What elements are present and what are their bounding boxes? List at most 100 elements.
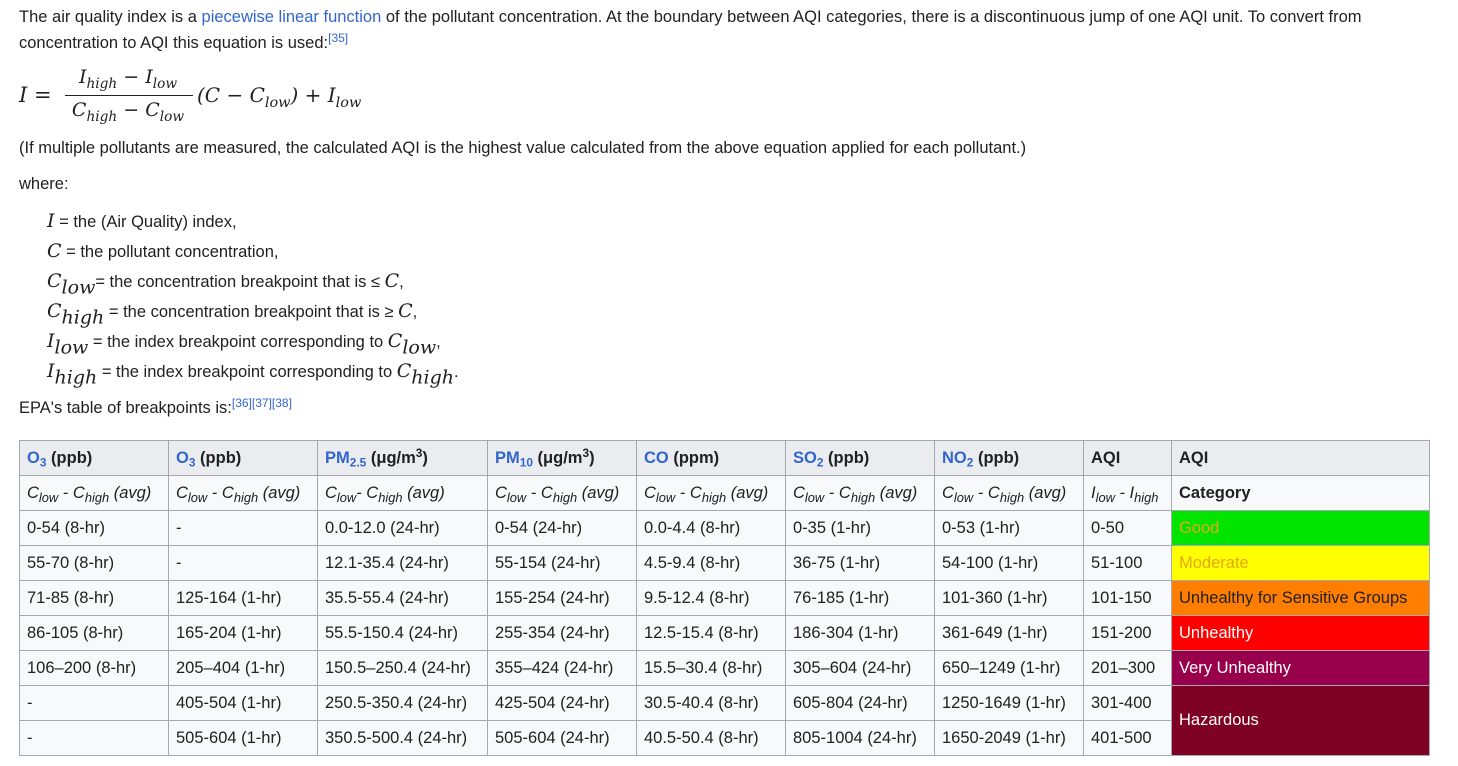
table-cell: 15.5–30.4 (8-hr) bbox=[636, 650, 786, 686]
intro-text: The air quality index is a bbox=[19, 8, 202, 26]
header-pm10: PM10 (μg/m3) bbox=[487, 440, 637, 476]
header-so2: SO2 (ppb) bbox=[785, 440, 935, 476]
citations-36-38[interactable]: [36][37][38] bbox=[231, 396, 292, 410]
intro-text-2: concentration to AQI this equation is us… bbox=[19, 34, 329, 52]
table-cell: 151-200 bbox=[1083, 615, 1172, 651]
definition-item: Ihigh = the index breakpoint correspondi… bbox=[47, 360, 459, 389]
definition-list: I = the (Air Quality) index, C = the pol… bbox=[47, 207, 459, 387]
table-cell: 35.5-55.4 (24-hr) bbox=[317, 580, 488, 616]
intro-line-2: concentration to AQI this equation is us… bbox=[19, 31, 348, 55]
table-body: 0-54 (8-hr) -0.0-12.0 (24-hr) 0-54 (24-hr)… bbox=[19, 510, 1430, 756]
table-cell: 55.5-150.4 (24-hr) bbox=[317, 615, 488, 651]
category-cell-moderate: Moderate bbox=[1171, 545, 1430, 581]
category-cell-unhealthy: Unhealthy bbox=[1171, 615, 1430, 651]
table-cell: 805-1004 (24-hr) bbox=[785, 720, 935, 756]
formula-denominator: Chigh − Clow bbox=[71, 99, 185, 125]
table-cell: - bbox=[168, 545, 318, 581]
table-cell: 305–604 (24-hr) bbox=[785, 650, 935, 686]
table-cell: 0.0-4.4 (8-hr) bbox=[636, 510, 786, 546]
header-o3-1hr: O3 (ppb) bbox=[168, 440, 318, 476]
formula-numerator: Ihigh − Ilow bbox=[78, 66, 178, 92]
table-cell: 355–424 (24-hr) bbox=[487, 650, 637, 686]
table-cell: 4.5-9.4 (8-hr) bbox=[636, 545, 786, 581]
subheader-category: Category bbox=[1171, 475, 1430, 511]
table-cell: 71-85 (8-hr) bbox=[19, 580, 169, 616]
table-cell: - bbox=[168, 510, 318, 546]
table-header-row: O3 (ppb) O3 (ppb) PM2.5 (μg/m3) PM10 (μg… bbox=[19, 440, 1430, 476]
header-pm25: PM2.5 (μg/m3) bbox=[317, 440, 488, 476]
subheader-conc: Clow - Chigh (avg) bbox=[785, 475, 935, 511]
definition-item: C = the pollutant concentration, bbox=[47, 240, 279, 262]
citation-35[interactable]: [35] bbox=[328, 31, 349, 45]
subheader-aqi-range: Ilow - Ihigh bbox=[1083, 475, 1172, 511]
header-o3-8hr: O3 (ppb) bbox=[19, 440, 169, 476]
piecewise-linear-function-link[interactable]: piecewise linear function bbox=[201, 8, 382, 26]
definition-item: Ilow = the index breakpoint correspondin… bbox=[47, 330, 441, 359]
subheader-conc: Clow - Chigh (avg) bbox=[934, 475, 1084, 511]
table-row: 86-105 (8-hr) 165-204 (1-hr) 55.5-150.4 (2… bbox=[19, 615, 1430, 651]
definition-item: Chigh = the concentration breakpoint tha… bbox=[47, 300, 418, 329]
table-cell: 165-204 (1-hr) bbox=[168, 615, 318, 651]
table-cell: 125-164 (1-hr) bbox=[168, 580, 318, 616]
table-cell: 150.5–250.4 (24-hr) bbox=[317, 650, 488, 686]
category-cell-good: Good bbox=[1171, 510, 1430, 546]
intro-text-cont: of the pollutant concentration. At the b… bbox=[381, 8, 1362, 26]
table-row: 71-85 (8-hr) 125-164 (1-hr) 35.5-55.4 (24-… bbox=[19, 580, 1430, 616]
table-row: 0-54 (8-hr) -0.0-12.0 (24-hr) 0-54 (24-hr)… bbox=[19, 510, 1430, 546]
table-row: 55-70 (8-hr) -12.1-35.4 (24-hr) 55-154 (24… bbox=[19, 545, 1430, 581]
table-cell: 205–404 (1-hr) bbox=[168, 650, 318, 686]
table-cell: 101-150 bbox=[1083, 580, 1172, 616]
header-co: CO (ppm) bbox=[636, 440, 786, 476]
category-cell-unhealthy-for-sensitive-groups: Unhealthy for Sensitive Groups bbox=[1171, 580, 1430, 616]
table-cell: 605-804 (24-hr) bbox=[785, 685, 935, 721]
table-cell: 255-354 (24-hr) bbox=[487, 615, 637, 651]
table-cell: 55-70 (8-hr) bbox=[19, 545, 169, 581]
table-cell: 1650-2049 (1-hr) bbox=[934, 720, 1084, 756]
category-cell-very-unhealthy: Very Unhealthy bbox=[1171, 650, 1430, 686]
header-aqi-category: AQI bbox=[1171, 440, 1430, 476]
fraction-bar bbox=[65, 95, 193, 96]
table-row: -405-504 (1-hr) 250.5-350.4 (24-hr) 425-50… bbox=[19, 685, 1430, 756]
table-cell: 505-604 (1-hr) bbox=[168, 720, 318, 756]
table-cell: - bbox=[19, 685, 169, 721]
table-cell: 101-360 (1-hr) bbox=[934, 580, 1084, 616]
table-cell: 30.5-40.4 (8-hr) bbox=[636, 685, 786, 721]
table-cell: 201–300 bbox=[1083, 650, 1172, 686]
subheader-conc: Clow - Chigh (avg) bbox=[487, 475, 637, 511]
table-cell: 0-50 bbox=[1083, 510, 1172, 546]
table-cell: 350.5-500.4 (24-hr) bbox=[317, 720, 488, 756]
table-cell: 36-75 (1-hr) bbox=[785, 545, 935, 581]
table-subheader-row: Clow - Chigh (avg) Clow - Chigh (avg) Cl… bbox=[19, 475, 1430, 511]
table-cell: 0-54 (8-hr) bbox=[19, 510, 169, 546]
table-cell: 40.5-50.4 (8-hr) bbox=[636, 720, 786, 756]
intro-line-1: The air quality index is a piecewise lin… bbox=[19, 5, 1362, 29]
table-cell: 12.1-35.4 (24-hr) bbox=[317, 545, 488, 581]
subheader-conc: Clow- Chigh (avg) bbox=[317, 475, 488, 511]
table-cell: - bbox=[19, 720, 169, 756]
table-cell: 0-35 (1-hr) bbox=[785, 510, 935, 546]
table-cell: 51-100 bbox=[1083, 545, 1172, 581]
table-cell: 250.5-350.4 (24-hr) bbox=[317, 685, 488, 721]
table-cell: 650–1249 (1-hr) bbox=[934, 650, 1084, 686]
table-cell: 425-504 (24-hr) bbox=[487, 685, 637, 721]
header-aqi: AQI bbox=[1083, 440, 1172, 476]
table-cell: 301-400 bbox=[1083, 685, 1172, 721]
table-cell: 1250-1649 (1-hr) bbox=[934, 685, 1084, 721]
epa-breakpoints-caption: EPA's table of breakpoints is:[36][37][3… bbox=[19, 396, 292, 417]
table-cell: 9.5-12.4 (8-hr) bbox=[636, 580, 786, 616]
table-cell: 106–200 (8-hr) bbox=[19, 650, 169, 686]
subheader-conc: Clow - Chigh (avg) bbox=[636, 475, 786, 511]
table-cell: 405-504 (1-hr) bbox=[168, 685, 318, 721]
table-cell: 0.0-12.0 (24-hr) bbox=[317, 510, 488, 546]
table-cell: 54-100 (1-hr) bbox=[934, 545, 1084, 581]
table-cell: 55-154 (24-hr) bbox=[487, 545, 637, 581]
aqi-breakpoints-table: O3 (ppb) O3 (ppb) PM2.5 (μg/m3) PM10 (μg… bbox=[19, 440, 1430, 756]
where-label: where: bbox=[19, 175, 69, 193]
table-cell: 76-185 (1-hr) bbox=[785, 580, 935, 616]
table-row: 106–200 (8-hr) 205–404 (1-hr) 150.5–250.4 … bbox=[19, 650, 1430, 686]
formula-rhs: (C − Clow) + Ilow bbox=[197, 83, 362, 112]
table-cell: 86-105 (8-hr) bbox=[19, 615, 169, 651]
table-cell: 401-500 bbox=[1083, 720, 1172, 756]
table-cell: 0-53 (1-hr) bbox=[934, 510, 1084, 546]
table-cell: 12.5-15.4 (8-hr) bbox=[636, 615, 786, 651]
